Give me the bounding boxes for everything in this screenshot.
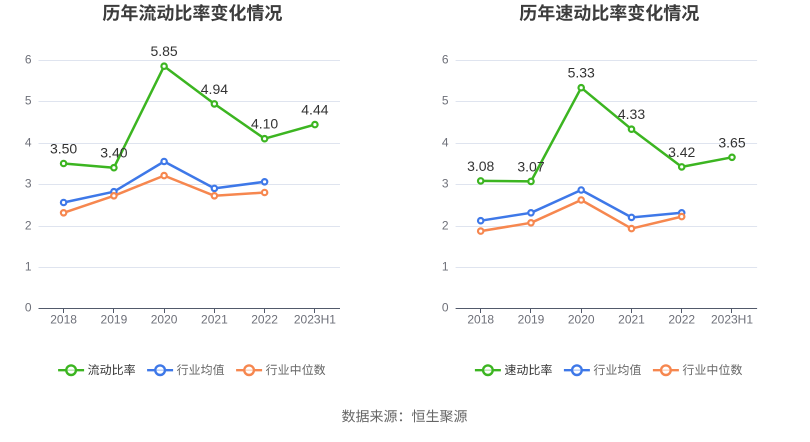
- svg-text:2021: 2021: [618, 313, 645, 327]
- svg-text:3.07: 3.07: [517, 158, 544, 174]
- svg-text:0: 0: [25, 300, 32, 314]
- svg-text:3.65: 3.65: [718, 134, 745, 150]
- svg-text:3: 3: [25, 176, 32, 190]
- svg-text:3.42: 3.42: [668, 144, 695, 160]
- svg-text:4.44: 4.44: [301, 102, 328, 118]
- svg-text:2018: 2018: [467, 313, 494, 327]
- svg-text:2019: 2019: [518, 313, 545, 327]
- svg-text:4.94: 4.94: [201, 81, 228, 97]
- svg-text:4: 4: [25, 135, 32, 149]
- svg-text:2: 2: [25, 218, 32, 232]
- svg-text:2022: 2022: [251, 313, 278, 327]
- svg-text:4.33: 4.33: [618, 106, 645, 122]
- svg-text:1: 1: [25, 259, 32, 273]
- svg-text:2022: 2022: [668, 313, 695, 327]
- svg-text:2023H1: 2023H1: [711, 313, 753, 327]
- svg-text:3: 3: [442, 176, 449, 190]
- svg-text:2023H1: 2023H1: [294, 313, 336, 327]
- svg-text:3.50: 3.50: [50, 141, 77, 157]
- svg-text:5.33: 5.33: [568, 65, 595, 81]
- svg-text:0: 0: [442, 300, 449, 314]
- svg-text:2: 2: [442, 218, 449, 232]
- svg-text:6: 6: [25, 52, 32, 66]
- svg-text:3.40: 3.40: [100, 145, 127, 161]
- svg-text:6: 6: [442, 52, 449, 66]
- svg-text:2018: 2018: [50, 313, 77, 327]
- svg-text:5: 5: [25, 93, 32, 107]
- svg-text:2020: 2020: [151, 313, 178, 327]
- svg-text:2021: 2021: [201, 313, 228, 327]
- svg-text:5.85: 5.85: [150, 43, 177, 59]
- svg-text:1: 1: [442, 259, 449, 273]
- svg-text:2019: 2019: [101, 313, 128, 327]
- svg-text:4: 4: [442, 135, 449, 149]
- svg-text:2020: 2020: [568, 313, 595, 327]
- svg-text:3.08: 3.08: [467, 158, 494, 174]
- svg-text:4.10: 4.10: [251, 116, 278, 132]
- svg-text:5: 5: [442, 93, 449, 107]
